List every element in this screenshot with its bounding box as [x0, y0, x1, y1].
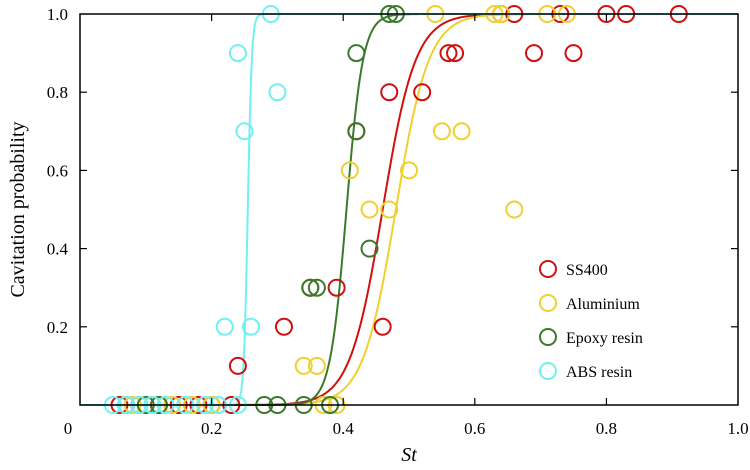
data-point [294, 356, 313, 375]
data-point [307, 278, 326, 297]
data-point [446, 44, 465, 63]
data-point [360, 200, 379, 219]
y-tick-label: 0.4 [47, 240, 69, 259]
legend-marker [539, 328, 557, 346]
x-tick-label: 1.0 [727, 419, 748, 438]
data-point [268, 83, 287, 102]
data-point [439, 44, 458, 63]
data-point [505, 200, 524, 219]
data-point [347, 44, 366, 63]
data-point [235, 122, 254, 141]
legend: SS400 Aluminium Epoxy resin ABS resin [539, 260, 643, 381]
legend-label: Epoxy resin [566, 330, 643, 347]
x-tick-label: 0.4 [333, 419, 355, 438]
data-point [400, 161, 418, 180]
x-tick-label: 0.6 [464, 419, 485, 438]
legend-marker [539, 260, 557, 278]
data-point [452, 122, 471, 141]
data-point [347, 122, 366, 141]
y-axis-label: Cavitation probability [7, 121, 29, 297]
data-point [413, 83, 432, 102]
data-point [564, 44, 583, 63]
x-tick-label: 0.2 [201, 419, 222, 438]
x-axis-label: St [401, 444, 417, 466]
axis-ticks: 0 0.2 0.4 0.6 0.8 1.0 0.2 0.4 0.6 0.8 1.0 [47, 5, 749, 438]
data-point [340, 161, 359, 180]
data-point [228, 44, 247, 63]
data-point [228, 356, 247, 375]
data-point [380, 83, 399, 102]
data-point [525, 44, 544, 63]
legend-label: SS400 [566, 262, 608, 279]
x-tick-label: 0 [64, 419, 73, 438]
data-point [360, 239, 379, 258]
legend-label: Aluminium [566, 296, 640, 313]
x-tick-label: 0.8 [596, 419, 617, 438]
legend-marker [539, 362, 557, 380]
data-point [215, 317, 234, 336]
data-point [274, 317, 293, 336]
legend-label: ABS resin [566, 364, 632, 381]
data-point [307, 356, 326, 375]
y-tick-label: 0.8 [47, 83, 68, 102]
y-tick-label: 0.6 [47, 161, 68, 180]
y-tick-label: 1.0 [47, 5, 68, 24]
data-point [373, 317, 392, 336]
data-point [380, 200, 399, 219]
legend-marker [539, 294, 557, 312]
data-point [301, 278, 320, 297]
data-point [327, 278, 346, 297]
data-point [432, 122, 451, 141]
plot-frame [79, 13, 739, 406]
y-tick-label: 0.2 [47, 318, 68, 337]
data-point [242, 317, 261, 336]
